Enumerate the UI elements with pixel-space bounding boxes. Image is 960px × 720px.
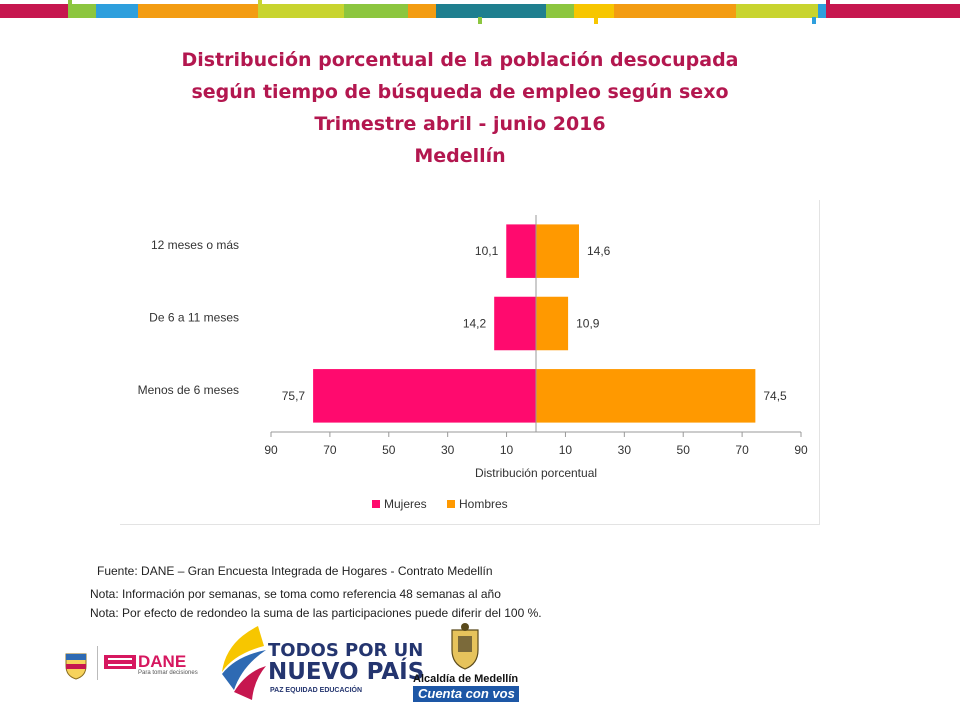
dane-tagline: Para tomar decisiones: [138, 670, 198, 676]
nuevo-pais-text: NUEVO PAÍS: [268, 659, 425, 685]
alcaldia-medellin-shield-icon: [451, 623, 479, 670]
bar-mujeres: [313, 369, 536, 423]
logo-divider: [97, 646, 98, 680]
todos-por-un-nuevo-pais-swoosh-icon: [222, 626, 266, 700]
title-line-4: Medellín: [414, 145, 506, 167]
x-tick-label: 50: [677, 443, 691, 457]
bar-mujeres: [494, 296, 536, 351]
paz-equidad-educacion-text: PAZ EQUIDAD EDUCACIÓN: [270, 687, 363, 694]
category-label: 12 meses o más: [151, 238, 239, 252]
title-line-1: Distribución porcentual de la población …: [181, 49, 739, 71]
legend-label-mujeres: Mujeres: [384, 497, 427, 511]
chart-title: Distribución porcentual de la población …: [60, 44, 860, 172]
title-line-2: según tiempo de búsqueda de empleo según…: [191, 81, 729, 103]
x-tick-label: 30: [441, 443, 455, 457]
data-label-mujeres: 10,1: [475, 244, 499, 258]
title-line-3: Trimestre abril - junio 2016: [314, 113, 606, 135]
data-label-hombres: 10,9: [576, 317, 600, 331]
alcaldia-medellin-text: Alcaldía de Medellín: [413, 673, 519, 685]
chart-area: 10,1 14,6 12 meses o más 14,2 10,9 De 6 a 11 …: [120, 200, 820, 525]
legend-label-hombres: Hombres: [459, 497, 508, 511]
x-tick-label: 90: [794, 443, 808, 457]
x-tick-label: 10: [559, 443, 573, 457]
bar-mujeres: [506, 224, 536, 278]
x-axis-title: Distribución porcentual: [475, 466, 597, 480]
bar-hombres: [536, 224, 579, 278]
category-label: De 6 a 11 meses: [149, 311, 239, 325]
bar-hombres: [536, 369, 756, 423]
x-tick-label: 70: [323, 443, 337, 457]
cuenta-con-vos-text: Cuenta con vos: [418, 686, 515, 701]
data-label-mujeres: 14,2: [463, 317, 487, 331]
bar-hombres: [536, 296, 569, 351]
legend-swatch-mujeres: [372, 500, 380, 508]
x-tick-label: 50: [382, 443, 396, 457]
colombia-coat-of-arms-logo: [65, 653, 87, 680]
todos-por-un-text: TODOS POR UN: [268, 640, 424, 661]
data-label-hombres: 14,6: [587, 244, 611, 258]
data-label-mujeres: 75,7: [282, 389, 306, 403]
dane-logo-text: DANE: [138, 652, 187, 671]
x-tick-label: 10: [500, 443, 514, 457]
cuenta-con-vos-badge: [413, 686, 519, 702]
top-color-bar: [0, 0, 960, 24]
x-tick-label: 90: [264, 443, 278, 457]
pyramid-chart: 10,1 14,6 12 meses o más 14,2 10,9 De 6 a 11 …: [138, 215, 808, 511]
dane-mark-icon: [104, 655, 136, 669]
category-label: Menos de 6 meses: [138, 383, 239, 397]
data-label-hombres: 74,5: [763, 389, 787, 403]
legend-swatch-hombres: [447, 500, 455, 508]
x-tick-label: 70: [735, 443, 749, 457]
x-tick-label: 30: [618, 443, 632, 457]
